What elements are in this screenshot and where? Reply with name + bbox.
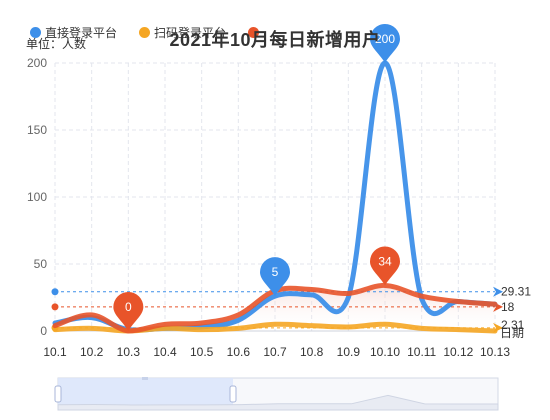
- avg-line-arrow-icon: [493, 286, 503, 297]
- datazoom-grip[interactable]: [142, 377, 148, 380]
- x-tick-label: 10.10: [370, 345, 400, 359]
- x-tick-label: 10.8: [300, 345, 324, 359]
- avg-line-start-dot: [51, 303, 59, 311]
- marker-pin-icon: [113, 291, 144, 331]
- x-tick-label: 10.6: [227, 345, 251, 359]
- legend-dot-icon: [139, 27, 151, 38]
- legend-item-series-2[interactable]: [248, 24, 260, 41]
- marker-label: 5: [272, 265, 279, 279]
- x-tick-label: 10.12: [443, 345, 473, 359]
- x-tick-label: 10.7: [263, 345, 287, 359]
- datazoom-handle-right[interactable]: [229, 385, 237, 403]
- marker-pin-icon: [370, 246, 400, 286]
- x-tick-label: 10.9: [337, 345, 361, 359]
- avg-line-start-dot: [51, 288, 59, 296]
- x-axis-label: 日期: [500, 326, 525, 340]
- legend-item-series-0[interactable]: 直接登录平台: [30, 24, 117, 41]
- avg-value-label: 2.31: [501, 318, 525, 332]
- x-tick-label: 10.2: [80, 345, 104, 359]
- marker-label: 200: [375, 32, 395, 46]
- y-tick-label: 50: [34, 257, 48, 271]
- x-tick-label: 10.4: [153, 345, 177, 359]
- chart-title: 2021年10月每日新增用户: [169, 30, 381, 50]
- y-tick-label: 100: [27, 190, 47, 204]
- marker-label: 34: [378, 254, 392, 268]
- legend: 直接登录平台 扫码登录平台: [30, 24, 260, 41]
- legend-label: 扫码登录平台: [154, 26, 227, 40]
- x-tick-label: 10.13: [480, 345, 510, 359]
- x-tick-label: 10.1: [43, 345, 67, 359]
- avg-value-label: 18: [501, 300, 515, 314]
- legend-item-series-1[interactable]: 扫码登录平台: [139, 24, 226, 41]
- marker-pin-icon: [260, 257, 290, 297]
- legend-label: 直接登录平台: [45, 26, 118, 40]
- marker-pin-icon: [370, 24, 400, 63]
- series-area: [55, 285, 495, 331]
- legend-dot-icon: [248, 27, 260, 38]
- y-tick-label: 0: [40, 324, 47, 338]
- x-tick-label: 10.5: [190, 345, 214, 359]
- y-axis-label: 单位：人数: [26, 37, 87, 51]
- y-tick-label: 200: [27, 56, 47, 70]
- x-tick-label: 10.3: [117, 345, 141, 359]
- legend-dot-icon: [30, 27, 41, 38]
- avg-value-label: 29.31: [501, 285, 531, 299]
- y-tick-label: 150: [27, 123, 47, 137]
- marker-label: 0: [125, 300, 132, 314]
- x-tick-label: 10.11: [407, 345, 436, 359]
- datazoom-preview: [57, 394, 499, 411]
- datazoom-handle-left[interactable]: [54, 385, 62, 403]
